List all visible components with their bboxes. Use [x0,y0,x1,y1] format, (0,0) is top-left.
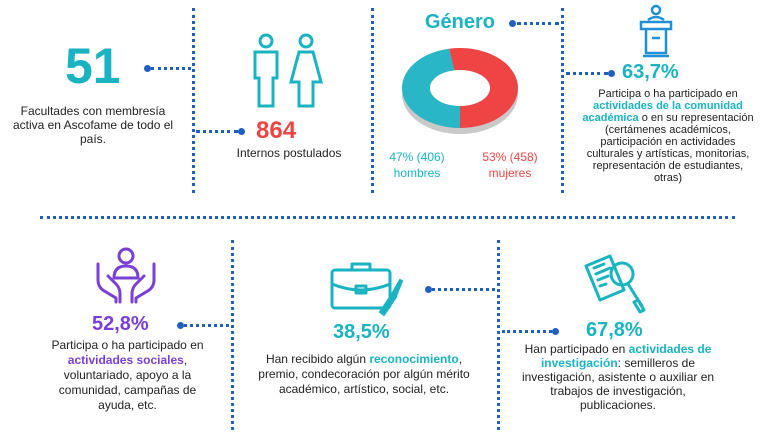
social-text-before: Participa o ha participado en [51,338,204,352]
divider-vertical-5 [497,240,500,430]
social-text: Participa o ha participado en actividade… [40,338,215,413]
social-highlight: actividades sociales [67,353,184,367]
faculties-text: Facultades con membresía activa en Ascof… [12,104,174,146]
academic-text-after: o en su representación (certámenes acadé… [586,112,754,184]
academic-text: Participa o ha participado en actividade… [582,88,754,184]
donut-slice-men [401,48,460,128]
research-text-before: Han participado en [524,342,626,356]
gender-donut-chart [396,44,524,140]
connector-dot [177,322,184,329]
connector-dot [608,70,615,77]
connector-dot [509,20,516,27]
connector-dot [144,65,151,72]
connector-line [566,72,608,75]
divider-vertical-4 [231,240,234,430]
connector-line [196,130,238,133]
recognition-text-after: , premio, condecoración por algún mérito… [258,352,470,396]
recognition-text: Han recibido algún reconocimiento, premi… [245,352,483,397]
divider-vertical-2 [371,8,374,193]
document-search-icon [580,252,650,318]
helping-hands-icon [94,246,158,304]
recognition-value: 38,5% [333,321,390,343]
divider-horizontal [40,216,735,219]
people-icon [246,32,328,108]
social-value: 52,8% [92,313,149,335]
connector-line [184,324,229,327]
recognition-highlight: reconocimiento [369,352,459,366]
connector-dot [425,286,432,293]
connector-line [432,288,495,291]
connector-dot [238,128,245,135]
social-text-after: , voluntariado, apoyo a la comunidad, ca… [58,353,197,412]
divider-vertical-3 [561,8,564,193]
recognition-text-before: Han recibido algún [265,352,367,366]
women-word: mujeres [488,166,532,180]
connector-line [502,330,552,333]
interns-text: Internos postulados [236,146,342,160]
donut-slice-women [449,48,518,128]
research-value: 67,8% [586,319,643,341]
women-percent: 53% (458) [482,150,538,164]
divider-vertical-1 [192,8,195,193]
research-highlight: actividades de investigación [540,342,712,370]
men-percent: 47% (406) [389,150,445,164]
donut-hole [430,70,490,106]
briefcase-brush-icon [328,258,404,318]
connector-line [517,22,559,25]
connector-dot [552,328,559,335]
gender-title: Género [425,11,496,33]
research-text: Han participado en actividades de invest… [518,342,718,412]
research-text-after: : semilleros de investigación, asistente… [521,356,715,412]
gender-women-label: 53% (458) mujeres [470,149,550,181]
academic-highlight: actividades de la comunidad académica [582,100,743,124]
faculties-value: 51 [65,38,121,94]
academic-text-before: Participa o ha participado en [598,88,738,100]
podium-icon [638,4,674,60]
gender-men-label: 47% (406) hombres [377,149,457,181]
men-word: hombres [393,166,441,180]
connector-line [151,67,191,70]
interns-value: 864 [256,117,297,144]
academic-value: 63,7% [622,61,679,83]
